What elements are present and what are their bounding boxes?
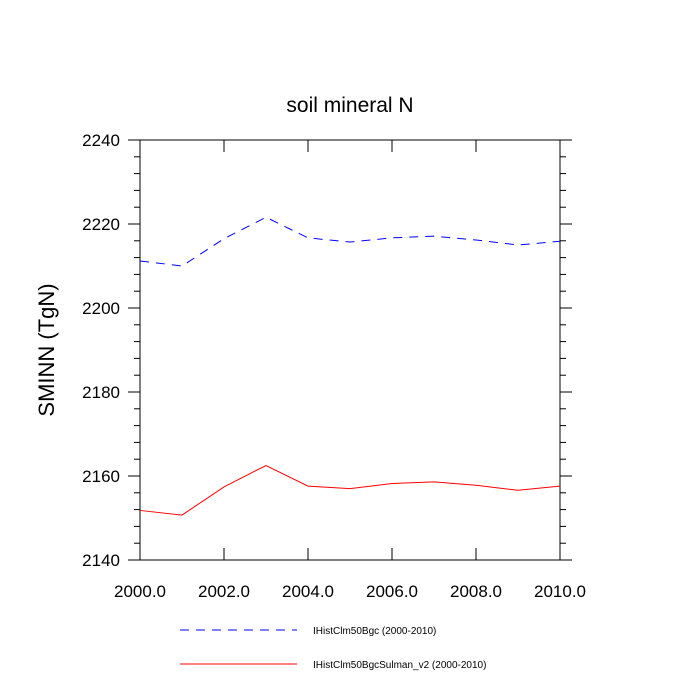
y-tick-label: 2220 [82, 215, 120, 234]
y-tick-label: 2140 [82, 551, 120, 570]
series-lines [139, 216, 561, 516]
y-tick-label: 2200 [82, 299, 120, 318]
legend: IHistClm50Bgc (2000-2010) IHistClm50BgcSu… [180, 626, 486, 671]
series-line-1 [139, 464, 561, 516]
x-tick-label: 2006.0 [366, 582, 418, 601]
x-tick-label: 2002.0 [198, 582, 250, 601]
axis-tick-labels: 2000.0 2002.0 2004.0 2006.0 2008.0 2010.0 2140… [82, 131, 586, 601]
y-tick-label: 2240 [82, 131, 120, 150]
x-tick-label: 2010.0 [534, 582, 586, 601]
y-axis-label: SMINN (TgN) [34, 283, 59, 416]
x-tick-label: 2008.0 [450, 582, 502, 601]
y-tick-label: 2180 [82, 383, 120, 402]
x-tick-label: 2000.0 [114, 582, 166, 601]
series-line-0 [139, 216, 561, 267]
chart-title: soil mineral N [286, 94, 413, 117]
legend-label-1: IHistClm50BgcSulman_v2 (2000-2010) [313, 660, 486, 671]
legend-label-0: IHistClm50Bgc (2000-2010) [313, 626, 436, 637]
plot-frame [139, 139, 561, 561]
y-tick-label: 2160 [82, 467, 120, 486]
axis-ticks [128, 139, 572, 561]
x-tick-label: 2004.0 [282, 582, 334, 601]
